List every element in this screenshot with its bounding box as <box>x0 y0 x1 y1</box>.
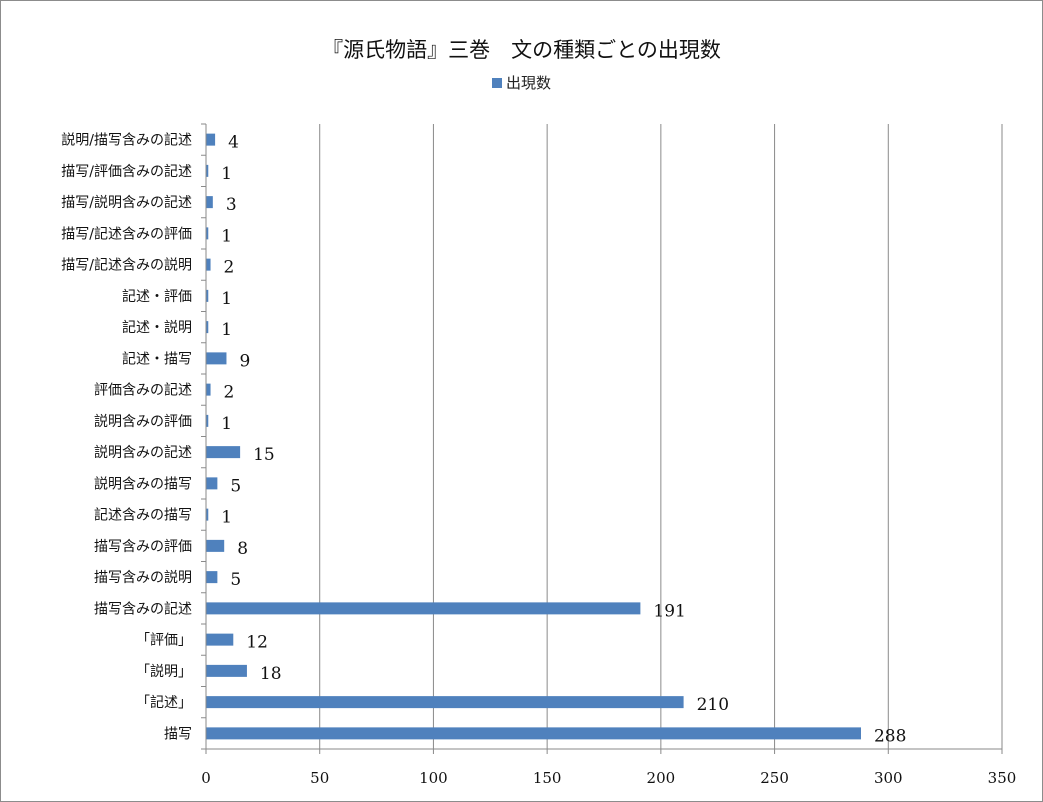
category-label: 記述含みの描写 <box>94 507 192 524</box>
bar <box>206 383 211 396</box>
value-label: 9 <box>239 351 250 371</box>
x-tick-label: 350 <box>988 769 1017 787</box>
category-label: 記述・説明 <box>122 319 192 336</box>
value-label: 288 <box>874 726 906 746</box>
chart-title: 『源氏物語』三巻 文の種類ごとの出現数 <box>322 38 721 62</box>
bar <box>206 602 641 615</box>
category-label: 説明含みの描写 <box>94 476 192 492</box>
value-label: 2 <box>224 383 235 403</box>
x-tick-label: 0 <box>201 769 211 787</box>
bar <box>206 414 209 427</box>
bar <box>206 696 684 709</box>
value-label: 12 <box>246 633 268 653</box>
value-label: 210 <box>697 695 729 715</box>
value-label: 5 <box>230 570 241 590</box>
category-label: 「記述」 <box>136 694 192 711</box>
x-tick-label: 300 <box>874 769 903 787</box>
bars <box>206 133 861 740</box>
value-label: 5 <box>230 476 241 496</box>
x-tick-label: 200 <box>647 769 676 787</box>
bar <box>206 164 209 177</box>
bar <box>206 664 247 677</box>
value-label: 4 <box>228 133 239 153</box>
bar <box>206 352 227 365</box>
value-label: 2 <box>224 258 235 278</box>
value-label: 191 <box>653 601 685 621</box>
category-label: 描写/記述含みの説明 <box>61 257 192 274</box>
gridlines <box>319 124 1003 749</box>
bar <box>206 508 209 521</box>
x-tick-label: 50 <box>310 769 329 787</box>
bar <box>206 227 209 240</box>
category-label: 描写含みの説明 <box>94 570 192 586</box>
legend-label: 出現数 <box>505 74 551 92</box>
bar <box>206 133 216 146</box>
category-label: 描写 <box>164 726 192 742</box>
bar <box>206 258 211 271</box>
value-label: 1 <box>221 414 232 434</box>
bar <box>206 539 225 552</box>
category-label: 「評価」 <box>136 633 192 649</box>
bar <box>206 289 209 302</box>
category-label: 「説明」 <box>136 664 192 680</box>
bar <box>206 446 241 459</box>
category-label: 記述・評価 <box>122 288 192 305</box>
category-label: 描写含みの評価 <box>94 539 192 555</box>
value-label: 15 <box>253 445 275 465</box>
bar <box>206 196 213 209</box>
value-label: 1 <box>221 226 232 246</box>
value-label: 8 <box>237 539 248 559</box>
value-label: 1 <box>221 320 232 340</box>
legend-swatch <box>491 78 502 88</box>
x-tick-label: 100 <box>419 769 448 787</box>
category-label: 描写/評価含みの記述 <box>61 163 192 180</box>
value-label: 1 <box>221 164 232 184</box>
bar <box>206 477 218 490</box>
category-label: 描写/説明含みの記述 <box>61 194 192 211</box>
value-label: 1 <box>221 289 232 309</box>
category-label: 評価含みの記述 <box>94 382 192 399</box>
value-label: 1 <box>221 508 232 528</box>
value-label: 3 <box>226 195 237 215</box>
bar <box>206 727 861 740</box>
bar <box>206 571 218 584</box>
category-label: 説明含みの評価 <box>94 414 192 430</box>
x-tick-label: 150 <box>533 769 562 787</box>
category-label: 描写/記述含みの評価 <box>61 225 192 242</box>
bar <box>206 633 234 646</box>
category-label: 記述・描写 <box>122 350 192 367</box>
axes: 0 50 100 150 200 250 300 350 説明/描写含みの記述描写/評価含みの記… <box>61 123 1017 787</box>
category-label: 説明含みの記述 <box>94 444 192 461</box>
value-label: 18 <box>260 664 282 684</box>
category-label: 描写含みの記述 <box>94 600 192 617</box>
bar <box>206 321 209 334</box>
chart-legend: 出現数 <box>0 72 1043 93</box>
x-tick-label: 250 <box>760 769 789 787</box>
category-label: 説明/描写含みの記述 <box>61 132 192 149</box>
